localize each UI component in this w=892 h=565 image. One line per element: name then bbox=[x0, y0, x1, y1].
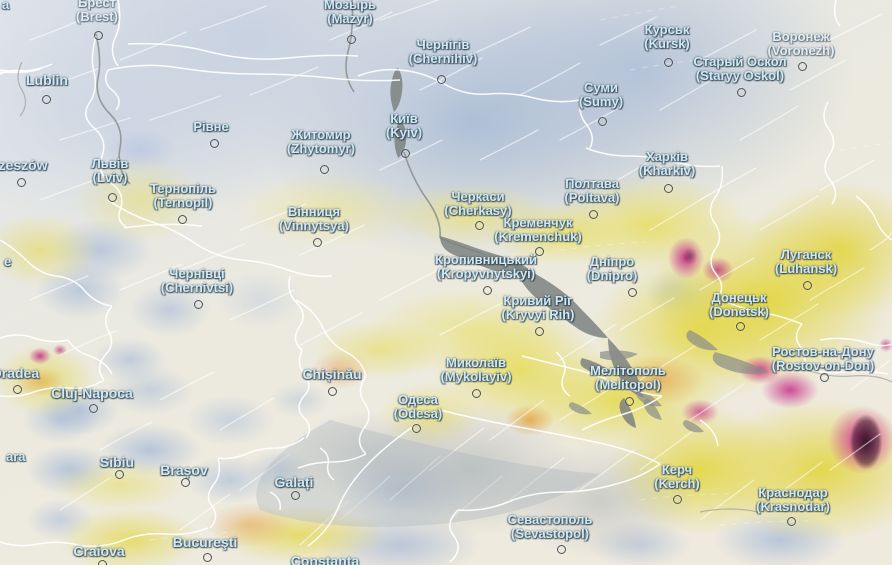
sea-shading-layer bbox=[0, 0, 892, 565]
weather-map[interactable]: Брест (Brest) Мозырь (Mazyr) Чернігів (Cherni… bbox=[0, 0, 892, 565]
